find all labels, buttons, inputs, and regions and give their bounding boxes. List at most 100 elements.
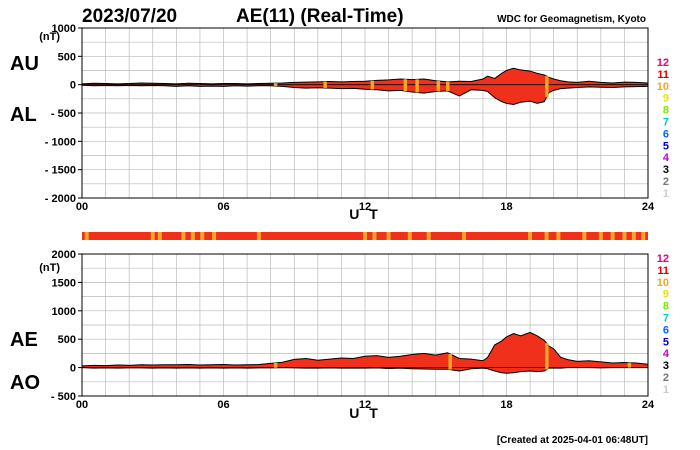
ae-ao-frame [81,253,649,397]
orange-stripe [415,79,419,93]
legend-item-1: 1 [663,384,669,396]
stripe-bar-segment [212,232,217,240]
ae-ao-panel: 2000 1500 1000 500 0 - 500 00 06 12 18 24 (nT) AE… [10,249,655,421]
legend-item-6: 6 [663,324,669,336]
y-tick-label: - 1500 [45,165,76,177]
stripe-bar-segment [150,232,155,240]
legend-item-7: 7 [663,117,669,129]
y-tick-label: 1000 [52,23,76,35]
au-al-panel: 1000 500 0 - 500 - 1000 - 1500 - 2000 00 06 12 18… [10,23,655,222]
ae-ao-unit: (nT) [39,262,60,274]
orange-stripe [545,343,549,370]
stripe-bar-segment [84,232,89,240]
au-al-y-ticks: 1000 500 0 - 500 - 1000 - 1500 - 2000 [45,23,82,205]
legend-item-2: 2 [663,176,669,188]
legend-item-7: 7 [663,313,669,325]
legend-item-8: 8 [663,105,669,117]
orange-stripe [448,353,452,370]
stripe-bar-segment [256,232,261,240]
orange-stripe [273,83,278,87]
legend-item-10: 10 [657,81,669,93]
x-tick-label: 18 [500,399,512,411]
legend-item-5: 5 [663,336,669,348]
y-tick-label: 1500 [52,277,76,289]
au-al-area [81,67,649,106]
au-al-x-ticks: 00 06 12 18 24 [76,201,655,213]
y-tick-label: - 1000 [45,136,76,148]
legend-item-11: 11 [657,69,669,81]
stripe-bar-segment [200,232,205,240]
au-al-unit: (nT) [39,31,60,43]
au-label: AU [10,53,39,75]
stripe-bar [82,232,648,240]
y-tick-label: 500 [58,51,76,63]
legend-item-1: 1 [663,188,669,200]
orange-stripe [403,79,408,92]
ae-ao-grid [82,254,648,396]
legend-item-9: 9 [663,289,669,301]
x-tick-label: 06 [217,201,229,213]
created-timestamp: [Created at 2025-04-01 06:48UT] [497,435,648,446]
stripe-bar-segment [598,232,603,240]
legend-item-10: 10 [657,277,669,289]
orange-stripe [273,362,278,368]
stripe-bar-segment [610,232,615,240]
orange-stripe [323,81,327,88]
stripe-bar-segment [190,232,195,240]
al-label: AL [10,104,37,126]
y-tick-label: 500 [58,334,76,346]
ae-line [81,331,649,367]
stripe-bar-segment [157,232,162,240]
stripe-bar-segment [426,232,431,240]
y-tick-label: - 500 [51,108,76,120]
stripe-bar-segment [363,232,367,240]
x-tick-label: 12 [359,201,371,213]
x-tick-label: 00 [76,399,88,411]
orange-stripe [627,362,632,368]
envelope-fill [82,68,648,105]
stripe-bar-segment [544,232,549,240]
ae-ao-x-ticks: 00 06 12 18 24 [76,399,655,411]
x-tick-label: 00 [76,201,88,213]
y-tick-label: - 2000 [45,193,76,205]
al-line [81,84,649,106]
legend-item-2: 2 [663,372,669,384]
x-tick-label: 12 [359,399,371,411]
orange-stripe [370,80,375,90]
au-line [81,67,649,85]
x-tick-label: 24 [642,201,655,213]
stripe-bar-segment [407,232,412,240]
legend-item-12: 12 [657,253,669,265]
x-tick-label: 18 [500,201,512,213]
index-title: AE(11) (Real-Time) [236,6,404,27]
stripe-bar-segment [181,232,186,240]
stripe-bar-segment [386,232,391,240]
legend-item-5: 5 [663,140,669,152]
legend-item-6: 6 [663,128,669,140]
y-tick-label: 0 [70,80,76,92]
orange-stripe [436,80,441,92]
stripe-bar-segment [631,232,636,240]
legend-item-8: 8 [663,301,669,313]
au-al-stripes [273,76,549,98]
ae-ao-y-ticks: 2000 1500 1000 500 0 - 500 [51,249,82,403]
legend-item-9: 9 [663,93,669,105]
legend-item-3: 3 [663,360,669,372]
source-label: WDC for Geomagnetism, Kyoto [497,14,646,25]
ae-label: AE [10,329,38,351]
ae-ao-x-label: U T [349,405,381,421]
stripe-bar-segment [582,232,587,240]
ae-ao-area [81,331,649,374]
orange-stripe [446,81,450,91]
legend-item-12: 12 [657,57,669,69]
y-tick-label: 0 [70,363,76,375]
legend-item-4: 4 [663,152,670,164]
stripe-bar-segment [556,232,561,240]
legend-item-3: 3 [663,164,669,176]
stripe-bar-segment [622,232,627,240]
x-tick-label: 06 [217,399,229,411]
y-tick-label: 1000 [52,306,76,318]
stripe-bar-segment [528,232,533,240]
